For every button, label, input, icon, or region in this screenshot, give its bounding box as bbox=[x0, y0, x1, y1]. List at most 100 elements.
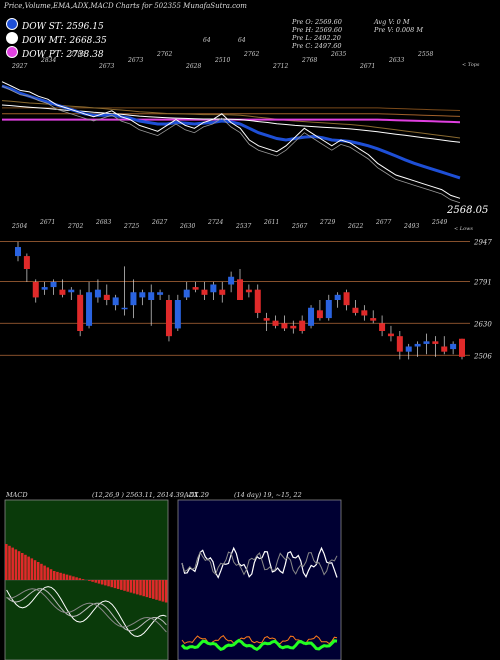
adx-shadow-line bbox=[181, 551, 338, 576]
legend-dow-mt: DOW MT: 2668.35 bbox=[6, 32, 107, 46]
top-label: 2510 bbox=[214, 57, 230, 64]
macd-hist-bar bbox=[56, 571, 59, 580]
top-label: 2834 bbox=[40, 57, 56, 64]
candle-body bbox=[343, 292, 350, 306]
price-level-label: 2506 bbox=[473, 352, 492, 360]
stat-avg-volume: Avg V: 0 M bbox=[374, 18, 410, 26]
price-level-label: 2630 bbox=[473, 320, 492, 328]
bottom-label: 2671 bbox=[39, 219, 55, 226]
ema-extra-line-2 bbox=[2, 113, 461, 117]
candle-body bbox=[254, 289, 261, 313]
candle-body bbox=[201, 289, 208, 295]
top-label: 2788 bbox=[69, 51, 85, 58]
candle-body bbox=[361, 310, 368, 316]
candle-body bbox=[77, 294, 84, 331]
macd-line bbox=[6, 586, 167, 638]
macd-hist-bar bbox=[113, 580, 117, 589]
top-label: 2673 bbox=[127, 57, 143, 64]
macd-hist-bar bbox=[17, 551, 21, 580]
macd-hist-bar bbox=[139, 580, 142, 596]
macd-signal-line bbox=[6, 588, 167, 632]
macd-hist-bar bbox=[155, 580, 158, 600]
macd-hist-bar bbox=[123, 580, 126, 591]
top-label: 2768 bbox=[301, 57, 317, 64]
macd-hist-bar bbox=[8, 545, 11, 580]
legend-label: DOW MT: 2668.35 bbox=[22, 36, 107, 46]
macd-hist-bar bbox=[116, 580, 120, 589]
macd-hist-bar bbox=[142, 580, 145, 597]
candle-body bbox=[379, 323, 386, 331]
candle-body bbox=[441, 346, 448, 352]
candle-body bbox=[183, 289, 190, 298]
ema-extra-line-1 bbox=[2, 107, 461, 111]
marker-a-label: 64 bbox=[203, 37, 211, 44]
marker-b-label: 64 bbox=[238, 37, 246, 44]
last-close-label: 2568.05 bbox=[447, 205, 489, 216]
chart-header: Price,Volume,EMA,ADX,MACD Charts for 502… bbox=[4, 2, 247, 10]
adx-params: (14 day) 19, ~15, 22 bbox=[234, 491, 302, 499]
candle-body bbox=[210, 284, 217, 293]
candle-body bbox=[450, 343, 457, 350]
legend-swatch-icon bbox=[6, 46, 18, 58]
bottom-label: 2729 bbox=[319, 219, 335, 226]
price-level-label: 2947 bbox=[473, 238, 492, 246]
macd-hist-bar bbox=[94, 580, 98, 583]
tops-label: < Tops bbox=[462, 62, 480, 68]
macd-hist-bar bbox=[62, 573, 66, 580]
top-label: 2673 bbox=[98, 63, 114, 70]
macd-hist-bar bbox=[36, 562, 40, 580]
macd-hist-bar bbox=[81, 579, 85, 580]
candle-body bbox=[228, 276, 235, 285]
candle-body bbox=[59, 289, 66, 295]
candle-body bbox=[272, 320, 279, 326]
candle-body bbox=[15, 247, 21, 257]
adx-di-plus-line bbox=[180, 638, 338, 652]
candle-body bbox=[459, 338, 465, 357]
adx-panel bbox=[177, 499, 342, 660]
legend-label: DOW PT: 2738.38 bbox=[22, 50, 104, 60]
candle-body bbox=[423, 341, 430, 344]
top-label: 2927 bbox=[11, 63, 27, 70]
legend-swatch-icon bbox=[6, 18, 18, 30]
candle-body bbox=[432, 341, 439, 344]
bottom-label: 2567 bbox=[291, 223, 307, 230]
bottom-label: 2702 bbox=[67, 223, 83, 230]
candle-body bbox=[316, 310, 323, 319]
macd-hist-bar bbox=[110, 580, 114, 588]
candle-body bbox=[94, 289, 101, 298]
stat-high: Pre H: 2569.60 bbox=[292, 26, 343, 34]
macd-hist-bar bbox=[164, 580, 168, 603]
candle-body bbox=[299, 320, 306, 331]
stat-open: Pre O: 2569.60 bbox=[292, 18, 342, 26]
macd-hist-bar bbox=[145, 580, 149, 598]
candle-body bbox=[281, 323, 288, 329]
candle-body bbox=[387, 333, 394, 337]
candle-body bbox=[405, 346, 412, 352]
lows-label: < Lows bbox=[454, 226, 473, 232]
bottom-label: 2549 bbox=[431, 219, 447, 226]
macd-hist-bar bbox=[91, 580, 94, 582]
candle-body bbox=[245, 289, 252, 293]
macd-avg-line bbox=[6, 588, 167, 633]
macd-hist-bar bbox=[152, 580, 155, 599]
candle-body bbox=[148, 292, 155, 300]
macd-hist-bar bbox=[33, 560, 37, 580]
macd-hist-bar bbox=[68, 575, 72, 580]
macd-hist-bar bbox=[88, 580, 91, 581]
macd-hist-bar bbox=[78, 578, 82, 580]
candle-body bbox=[325, 300, 332, 319]
macd-hist-bar bbox=[43, 565, 46, 580]
macd-hist-bar bbox=[129, 580, 133, 593]
macd-hist-bar bbox=[27, 556, 30, 580]
macd-hist-bar bbox=[40, 563, 43, 580]
candle-body bbox=[334, 294, 341, 300]
legend-label: DOW ST: 2596.15 bbox=[22, 22, 104, 32]
bottom-label: 2493 bbox=[403, 223, 419, 230]
bottom-label: 2683 bbox=[95, 219, 111, 226]
stat-prev-volume: Pre V: 0.008 M bbox=[374, 26, 424, 34]
candle-body bbox=[290, 325, 297, 329]
candle-body bbox=[32, 281, 39, 298]
macd-hist-bar bbox=[161, 580, 165, 602]
candle-body bbox=[157, 292, 164, 295]
